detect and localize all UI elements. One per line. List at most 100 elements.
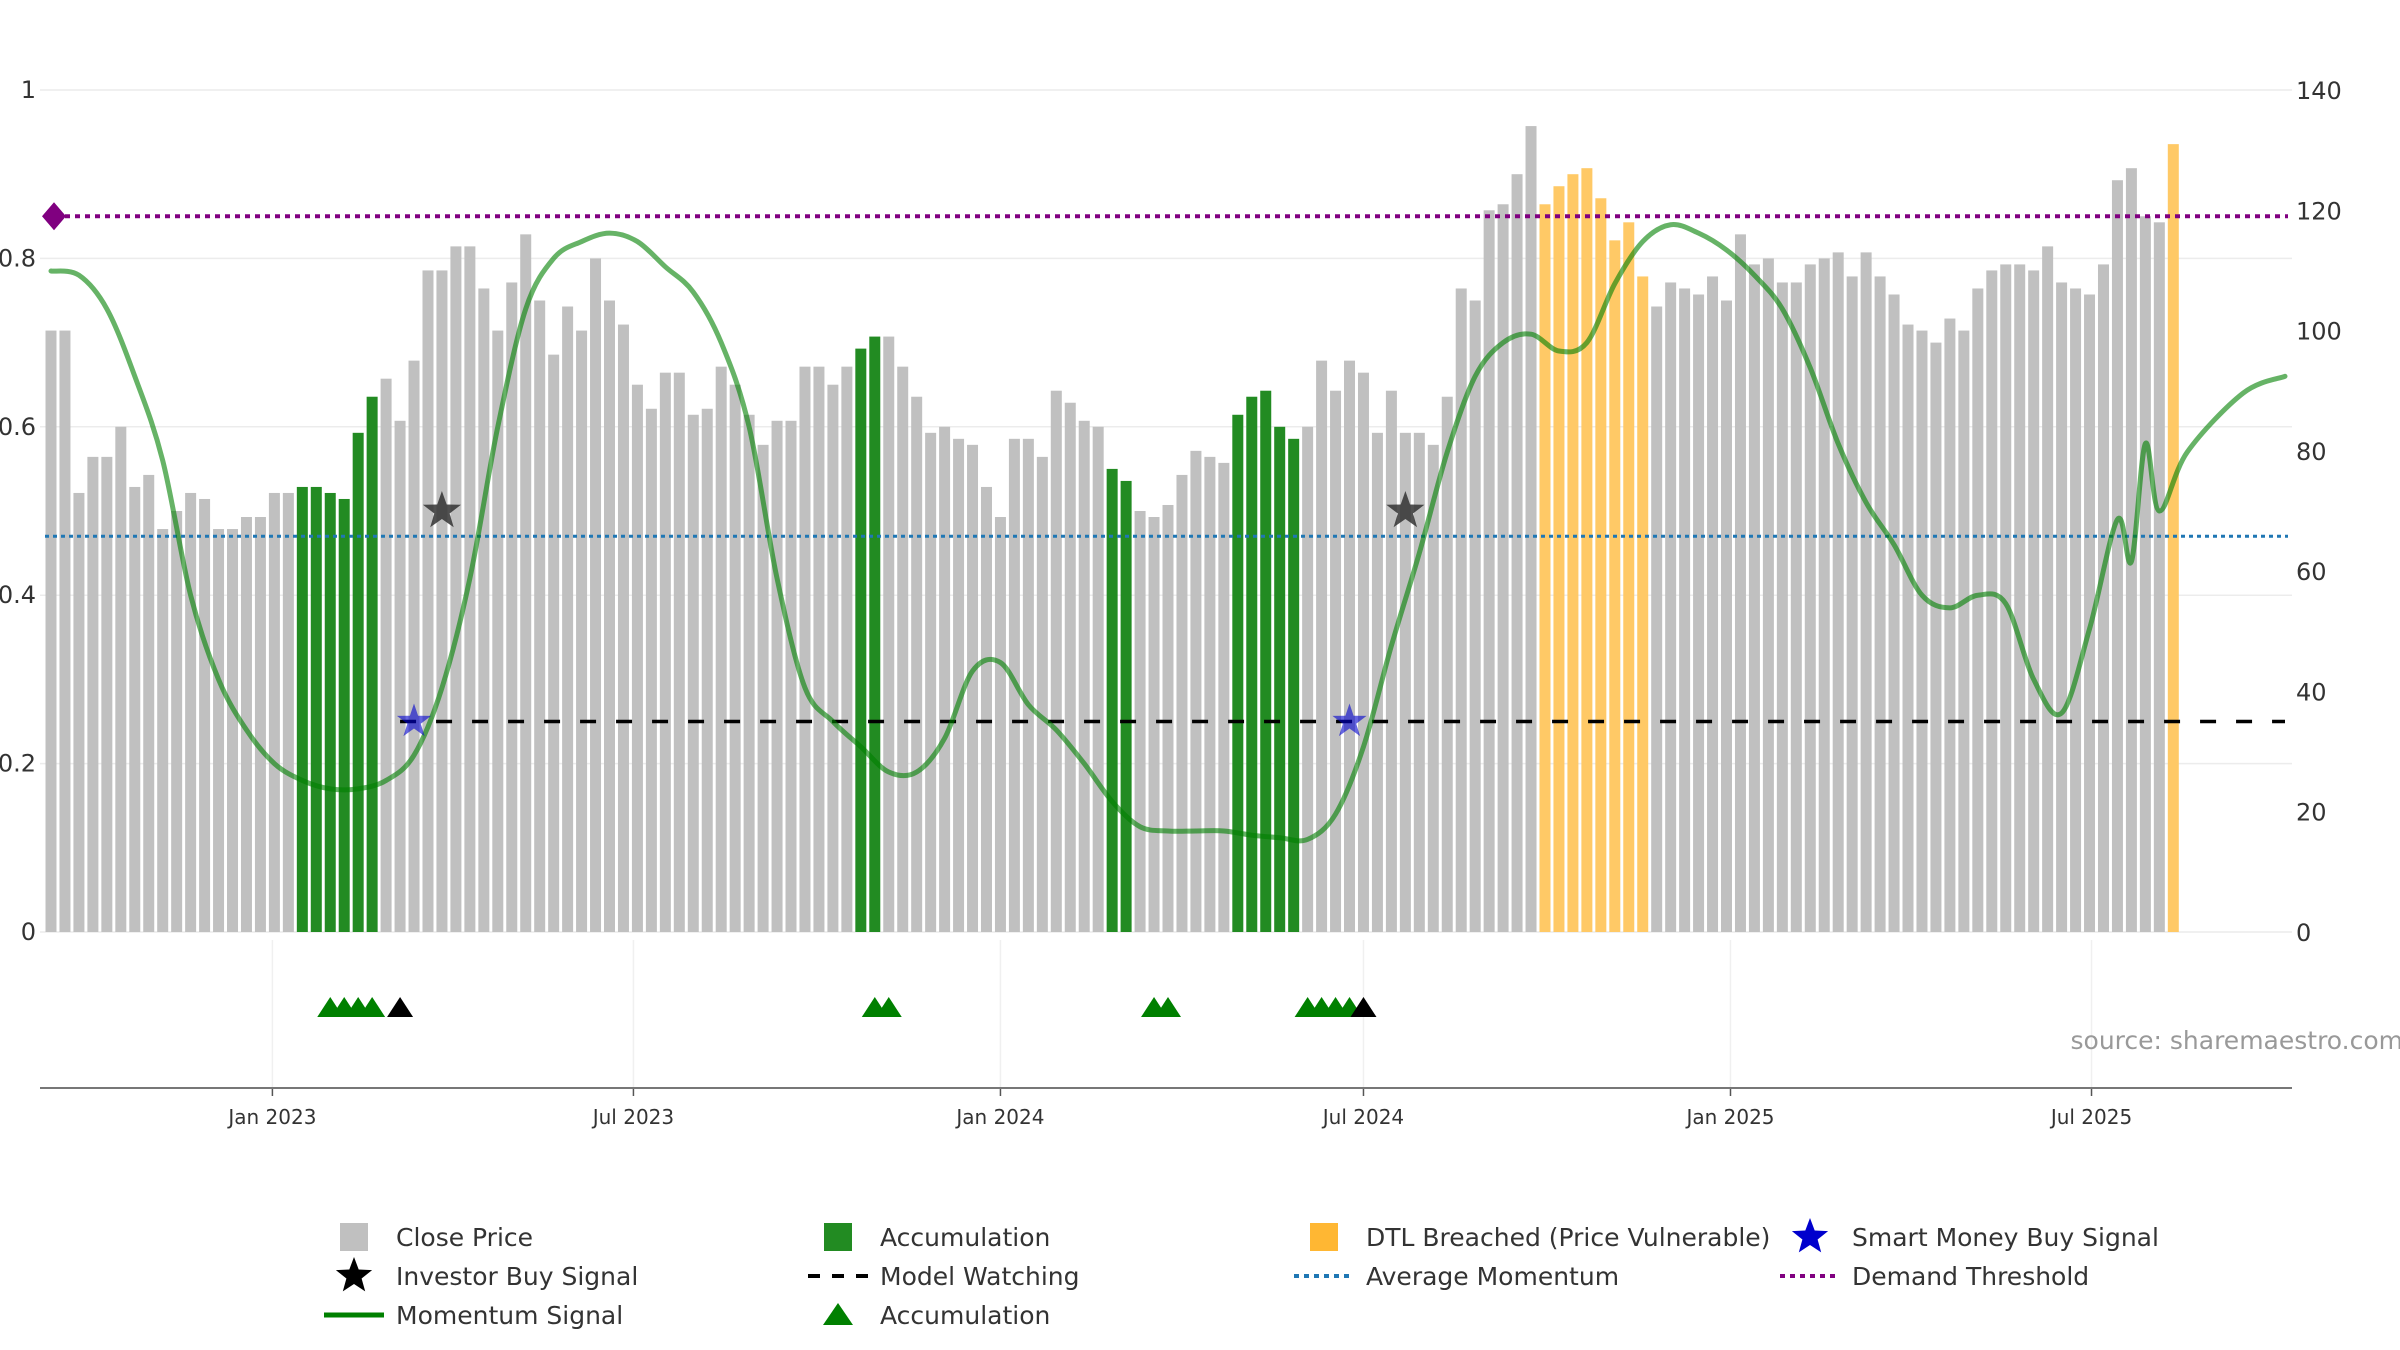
price-bar — [1385, 390, 1397, 932]
price-bar — [841, 366, 853, 933]
price-bar — [380, 378, 392, 933]
y-right-tick-label: 40 — [2296, 678, 2327, 706]
price-bar — [2084, 294, 2096, 932]
smart-money-buy-signal-star — [1332, 703, 1367, 737]
price-bar — [1734, 234, 1746, 933]
dtl-breached-bar — [1609, 240, 1621, 932]
y-right-tick-label: 100 — [2296, 318, 2342, 346]
y-left-tick-label: 0.6 — [0, 413, 36, 441]
price-bars — [45, 126, 2179, 933]
legend-label: Accumulation — [880, 1223, 1050, 1252]
legend-swatch-triangle — [823, 1303, 853, 1325]
price-bar — [101, 456, 113, 932]
accumulation-bar — [1274, 426, 1286, 932]
price-bar — [743, 414, 755, 932]
price-bar — [45, 330, 57, 933]
price-bar — [2014, 264, 2026, 932]
price-bar — [171, 511, 183, 932]
price-bar — [771, 420, 783, 932]
dtl-breached-bar — [1595, 198, 1607, 932]
y-left-tick-label: 1 — [21, 76, 36, 104]
price-bar — [1316, 360, 1328, 933]
price-bar — [980, 486, 992, 932]
legend-label: Demand Threshold — [1852, 1262, 2089, 1291]
legend-swatch-star — [1791, 1218, 1829, 1253]
price-bar — [1511, 174, 1523, 932]
price-bar — [143, 474, 155, 932]
price-bar — [1679, 288, 1691, 932]
y-right-tick-label: 80 — [2296, 438, 2327, 466]
legend-item: Close Price — [340, 1223, 533, 1252]
accumulation-bar — [869, 336, 881, 933]
price-bar — [827, 384, 839, 932]
dtl-breached-bar — [1553, 186, 1565, 932]
legend-label: DTL Breached (Price Vulnerable) — [1366, 1223, 1770, 1252]
price-bar — [254, 517, 266, 932]
dtl-breached-bar — [1623, 222, 1635, 933]
price-bar — [1469, 300, 1481, 932]
accumulation-marker-panel — [317, 997, 1377, 1017]
legend-item: Investor Buy Signal — [335, 1257, 638, 1292]
legend-label: Momentum Signal — [396, 1301, 623, 1330]
price-bar — [213, 529, 225, 932]
price-bar — [436, 270, 448, 932]
price-bar — [1050, 390, 1062, 932]
dtl-breached-bar — [2167, 144, 2179, 933]
x-tick-label: Jan 2025 — [1684, 1105, 1774, 1129]
y-left-tick-label: 0 — [21, 918, 36, 946]
price-bar — [1092, 426, 1104, 932]
price-bar — [785, 420, 797, 932]
price-bar — [2097, 264, 2109, 932]
price-bar — [129, 486, 141, 932]
price-bar — [967, 444, 979, 932]
price-bar — [534, 300, 546, 932]
price-bar — [1776, 282, 1788, 932]
source-label: source: sharemaestro.com — [2071, 1026, 2400, 1055]
y-right-tick-label: 60 — [2296, 558, 2327, 586]
legend-label: Model Watching — [880, 1262, 1080, 1291]
legend-item: Accumulation — [823, 1301, 1050, 1330]
price-bar — [673, 372, 685, 933]
price-bar — [2042, 246, 2054, 932]
price-bar — [1972, 288, 1984, 932]
price-bar — [478, 288, 490, 932]
price-bar — [492, 330, 504, 933]
accumulation-triangle-dark — [1350, 997, 1377, 1017]
price-bar — [408, 360, 420, 933]
price-bar — [282, 492, 294, 932]
price-bar — [687, 414, 699, 932]
price-bar — [715, 366, 727, 933]
legend-item: Momentum Signal — [324, 1301, 623, 1330]
accumulation-bar — [1288, 438, 1300, 932]
price-bar — [729, 384, 741, 932]
price-bar — [953, 438, 965, 932]
price-bar — [799, 366, 811, 933]
price-bar — [185, 492, 197, 932]
demand-threshold-marker — [42, 202, 66, 231]
price-bar — [520, 234, 532, 933]
accumulation-triangle — [875, 997, 902, 1017]
price-bar — [1190, 450, 1202, 932]
x-tick-label: Jul 2023 — [591, 1105, 674, 1129]
price-bar — [59, 330, 71, 933]
price-bar — [1693, 294, 1705, 932]
price-bar — [157, 529, 169, 932]
price-bar — [115, 426, 127, 932]
price-bar — [227, 529, 239, 932]
price-bar — [422, 270, 434, 932]
price-bar — [87, 456, 99, 932]
legend-swatch-square — [1310, 1223, 1338, 1251]
legend-swatch-square — [824, 1223, 852, 1251]
price-bar — [1790, 282, 1802, 932]
price-bar — [925, 432, 937, 932]
legend-item: Average Momentum — [1294, 1262, 1619, 1291]
price-bar — [1204, 456, 1216, 932]
price-bar — [1986, 270, 1998, 932]
y-right-tick-label: 120 — [2296, 197, 2342, 225]
legend-item: Demand Threshold — [1780, 1262, 2089, 1291]
price-bar — [1176, 474, 1188, 932]
price-bar — [1860, 252, 1872, 932]
legend-swatch-star — [335, 1257, 373, 1292]
price-bar — [450, 246, 462, 932]
price-bar — [1748, 264, 1760, 932]
